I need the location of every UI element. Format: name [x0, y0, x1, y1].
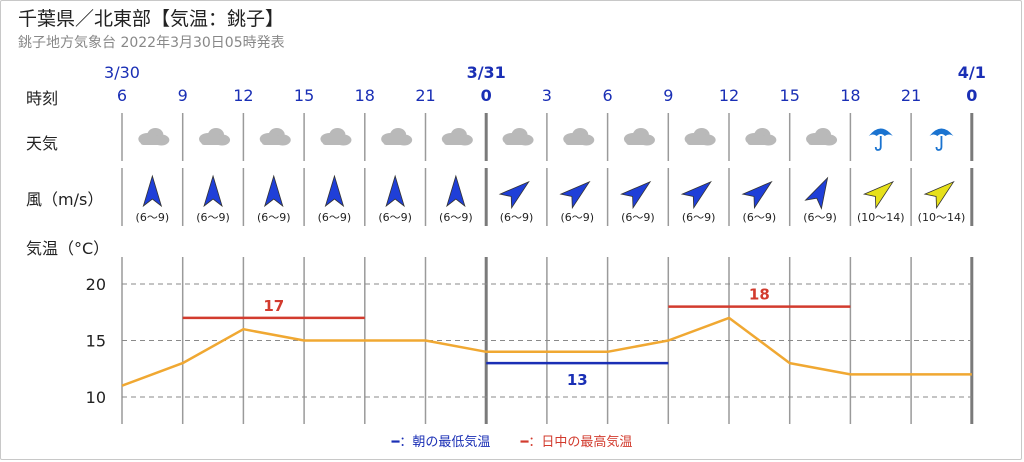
hour-tick-label: 15	[780, 86, 800, 105]
hour-tick-label: 0	[481, 86, 492, 105]
wind-speed-label: (6〜9)	[136, 211, 170, 224]
weather-row-label: 天気	[26, 134, 59, 153]
wind-arrow-icon	[680, 180, 712, 210]
hour-tick-label: 9	[178, 86, 188, 105]
wind-arrow-icon	[446, 174, 466, 208]
wind-speed-label: (10〜14)	[918, 211, 966, 224]
wind-speed-label: (6〜9)	[743, 211, 777, 224]
wind-arrow-icon	[324, 174, 345, 208]
hour-tick-label: 3	[542, 86, 552, 105]
wind-speed-label: (6〜9)	[378, 211, 412, 224]
wind-speed-label: (6〜9)	[318, 211, 352, 224]
legend-max-temp: ━：日中の最高気温	[520, 435, 633, 450]
hour-tick-label: 18	[355, 86, 375, 105]
hour-tick-label: 6	[603, 86, 613, 105]
wind-arrow-icon	[620, 180, 652, 210]
cloud-icon	[623, 128, 655, 146]
wind-row-label: 風（m/s）	[26, 190, 104, 209]
date-label: 3/31	[467, 63, 506, 82]
cloud-icon	[502, 128, 534, 146]
y-tick-label: 20	[86, 275, 106, 294]
date-label: 4/1	[958, 63, 986, 82]
min-temp-label: 13	[567, 371, 588, 389]
wind-arrow-icon	[203, 174, 223, 208]
hour-tick-label: 15	[294, 86, 314, 105]
hour-tick-label: 9	[663, 86, 673, 105]
wind-arrow-icon	[142, 174, 163, 208]
cloud-icon	[381, 128, 413, 146]
wind-arrow-icon	[804, 176, 829, 210]
cloud-icon	[441, 128, 473, 146]
wind-speed-label: (6〜9)	[257, 211, 291, 224]
temp-row-label: 気温（°C）	[26, 239, 110, 258]
hour-tick-label: 0	[966, 86, 977, 105]
wind-arrow-icon	[498, 180, 530, 210]
umbrella-icon	[929, 128, 954, 151]
wind-arrow-icon	[264, 174, 284, 208]
y-tick-label: 10	[86, 388, 106, 407]
cloud-icon	[806, 128, 838, 146]
legend-min-temp: ━：朝の最低気温	[391, 435, 491, 450]
cloud-icon	[259, 128, 291, 146]
cloud-icon	[138, 128, 170, 146]
cloud-icon	[745, 128, 777, 146]
date-label: 3/30	[104, 63, 140, 82]
cloud-icon	[320, 128, 352, 146]
wind-arrow-icon	[559, 180, 591, 210]
wind-speed-label: (6〜9)	[682, 211, 716, 224]
page-subtitle: 銚子地方気象台 2022年3月30日05時発表	[18, 35, 285, 51]
hour-tick-label: 18	[840, 86, 860, 105]
wind-speed-label: (6〜9)	[560, 211, 594, 224]
cloud-icon	[563, 128, 595, 146]
wind-speed-label: (6〜9)	[439, 211, 473, 224]
wind-arrow-icon	[923, 180, 955, 210]
hour-tick-label: 12	[719, 86, 739, 105]
hour-tick-label: 12	[233, 86, 253, 105]
wind-speed-label: (6〜9)	[621, 211, 655, 224]
wind-speed-label: (6〜9)	[196, 211, 230, 224]
cloud-icon	[199, 128, 231, 146]
max-temp-label: 18	[749, 286, 770, 304]
y-tick-label: 15	[86, 332, 106, 351]
legend: ━：朝の最低気温 ━：日中の最高気温	[0, 431, 1024, 450]
hour-tick-label: 6	[117, 86, 127, 105]
max-temp-label: 17	[263, 297, 284, 315]
wind-speed-label: (6〜9)	[803, 211, 837, 224]
wind-arrow-icon	[741, 180, 773, 210]
cloud-icon	[684, 128, 716, 146]
page-title: 千葉県／北東部【気温：銚子】	[18, 8, 285, 30]
wind-speed-label: (10〜14)	[857, 211, 905, 224]
wind-arrow-icon	[385, 174, 405, 208]
wind-speed-label: (6〜9)	[500, 211, 534, 224]
umbrella-icon	[868, 128, 893, 151]
wind-arrow-icon	[862, 180, 895, 210]
hour-tick-label: 21	[415, 86, 435, 105]
time-row-label: 時刻	[26, 89, 59, 108]
hour-tick-label: 21	[901, 86, 921, 105]
